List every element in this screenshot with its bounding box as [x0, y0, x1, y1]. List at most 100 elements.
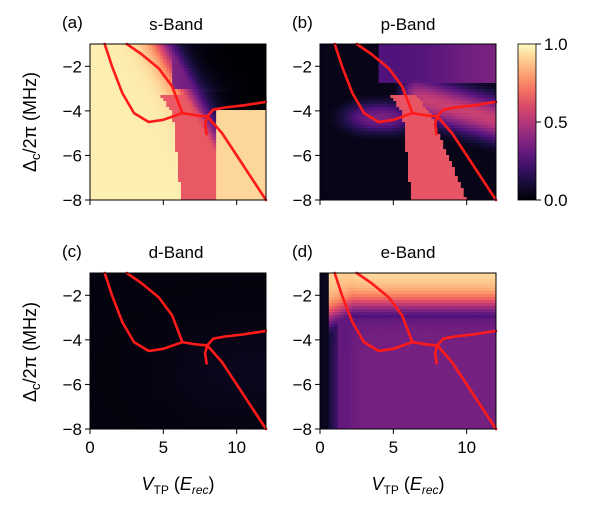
heatmap-cell [195, 164, 199, 168]
heatmap-cell [195, 98, 199, 102]
heatmap-cell [236, 50, 240, 54]
heatmap-cell [163, 83, 167, 87]
heatmap-cell [343, 128, 347, 132]
heatmap-cell [195, 146, 199, 150]
heatmap-cell [408, 179, 412, 183]
heatmap-cell [405, 65, 409, 69]
heatmap-cell [387, 143, 391, 147]
heatmap-cell [352, 146, 356, 150]
heatmap-cell [245, 125, 249, 129]
heatmap-cell [110, 167, 114, 171]
heatmap-cell [378, 173, 382, 177]
heatmap-cell [375, 89, 380, 93]
heatmap-cell [128, 50, 132, 54]
heatmap-cell [213, 59, 217, 63]
heatmap-cell [245, 47, 249, 51]
heatmap-cell [328, 110, 333, 114]
heatmap-cell [402, 140, 406, 144]
heatmap-cell [139, 101, 144, 105]
heatmap-cell [139, 98, 144, 102]
heatmap-cell [331, 47, 336, 51]
heatmap-cell [343, 59, 347, 63]
heatmap-cell [257, 113, 261, 117]
heatmap-cell [183, 59, 188, 63]
heatmap-cell [98, 188, 103, 192]
heatmap-cell [201, 98, 205, 102]
heatmap-cell [239, 110, 243, 114]
heatmap-cell [364, 194, 368, 198]
heatmap-cell [402, 194, 406, 198]
heatmap-cell [245, 113, 249, 117]
heatmap-cell [352, 143, 356, 147]
heatmap-cell [116, 161, 120, 165]
heatmap-cell [90, 113, 94, 117]
heatmap-cell [245, 65, 249, 69]
heatmap-cell [396, 65, 400, 69]
heatmap-cell [122, 62, 126, 66]
heatmap-cell [175, 152, 179, 156]
heatmap-cell [110, 44, 114, 48]
heatmap-cell [369, 68, 374, 72]
heatmap-cell [198, 74, 202, 78]
heatmap-cell [331, 170, 336, 174]
heatmap-cell [322, 188, 327, 192]
heatmap-cell [416, 128, 421, 132]
heatmap-cell [207, 83, 211, 87]
heatmap-cell [110, 98, 114, 102]
heatmap-cell [328, 119, 333, 123]
heatmap-cell [189, 53, 194, 57]
heatmap-cell [248, 68, 252, 72]
heatmap-cell [92, 119, 97, 123]
heatmap-cell [375, 107, 380, 111]
heatmap-cell [101, 77, 106, 81]
heatmap-cell [92, 65, 97, 69]
heatmap-cell [107, 89, 111, 93]
heatmap-cell [405, 194, 409, 198]
heatmap-cell [263, 110, 267, 114]
heatmap-cell [384, 182, 388, 186]
heatmap-cell [337, 101, 341, 105]
heatmap-cell [233, 68, 238, 72]
heatmap-cell [186, 185, 191, 189]
heatmap-cell [216, 155, 220, 159]
panel-p-band: (b) p-Band −2−4−6−8 [292, 13, 498, 210]
heatmap-cell [396, 197, 400, 201]
heatmap-cell [257, 125, 261, 129]
heatmap-cell [186, 59, 191, 63]
heatmap-cell [361, 179, 365, 183]
heatmap-cell [375, 92, 380, 96]
heatmap-cell [346, 137, 350, 141]
heatmap-cell [157, 146, 161, 150]
heatmap-cell [340, 197, 344, 201]
heatmap-cell [328, 86, 333, 90]
heatmap-cell [110, 122, 114, 126]
heatmap-cell [119, 74, 123, 78]
heatmap-cell [378, 107, 382, 111]
heatmap-cell [131, 95, 135, 99]
heatmap-cell [160, 146, 164, 150]
heatmap-cell [145, 53, 150, 57]
heatmap-cell [355, 191, 359, 195]
heatmap-cell [175, 125, 179, 129]
heatmap-cell [366, 95, 371, 99]
heatmap-cell [320, 71, 324, 75]
heatmap-cell [186, 155, 191, 159]
heatmap-cell [251, 143, 255, 147]
heatmap-cell [413, 62, 418, 66]
heatmap-cell [201, 170, 205, 174]
heatmap-cell [222, 125, 226, 129]
heatmap-cell [101, 140, 106, 144]
heatmap-cell [157, 194, 161, 198]
heatmap-cell [180, 128, 185, 132]
heatmap-cell [378, 161, 382, 165]
heatmap-cell [131, 113, 135, 117]
heatmap-cell [352, 161, 356, 165]
heatmap-cell [178, 89, 182, 93]
heatmap-cell [366, 188, 371, 192]
heatmap-cell [192, 74, 196, 78]
heatmap-cell [122, 53, 126, 57]
heatmap-cell [163, 71, 167, 75]
heatmap-cell [402, 65, 406, 69]
heatmap-cell [346, 44, 350, 48]
heatmap-cell [95, 128, 100, 132]
